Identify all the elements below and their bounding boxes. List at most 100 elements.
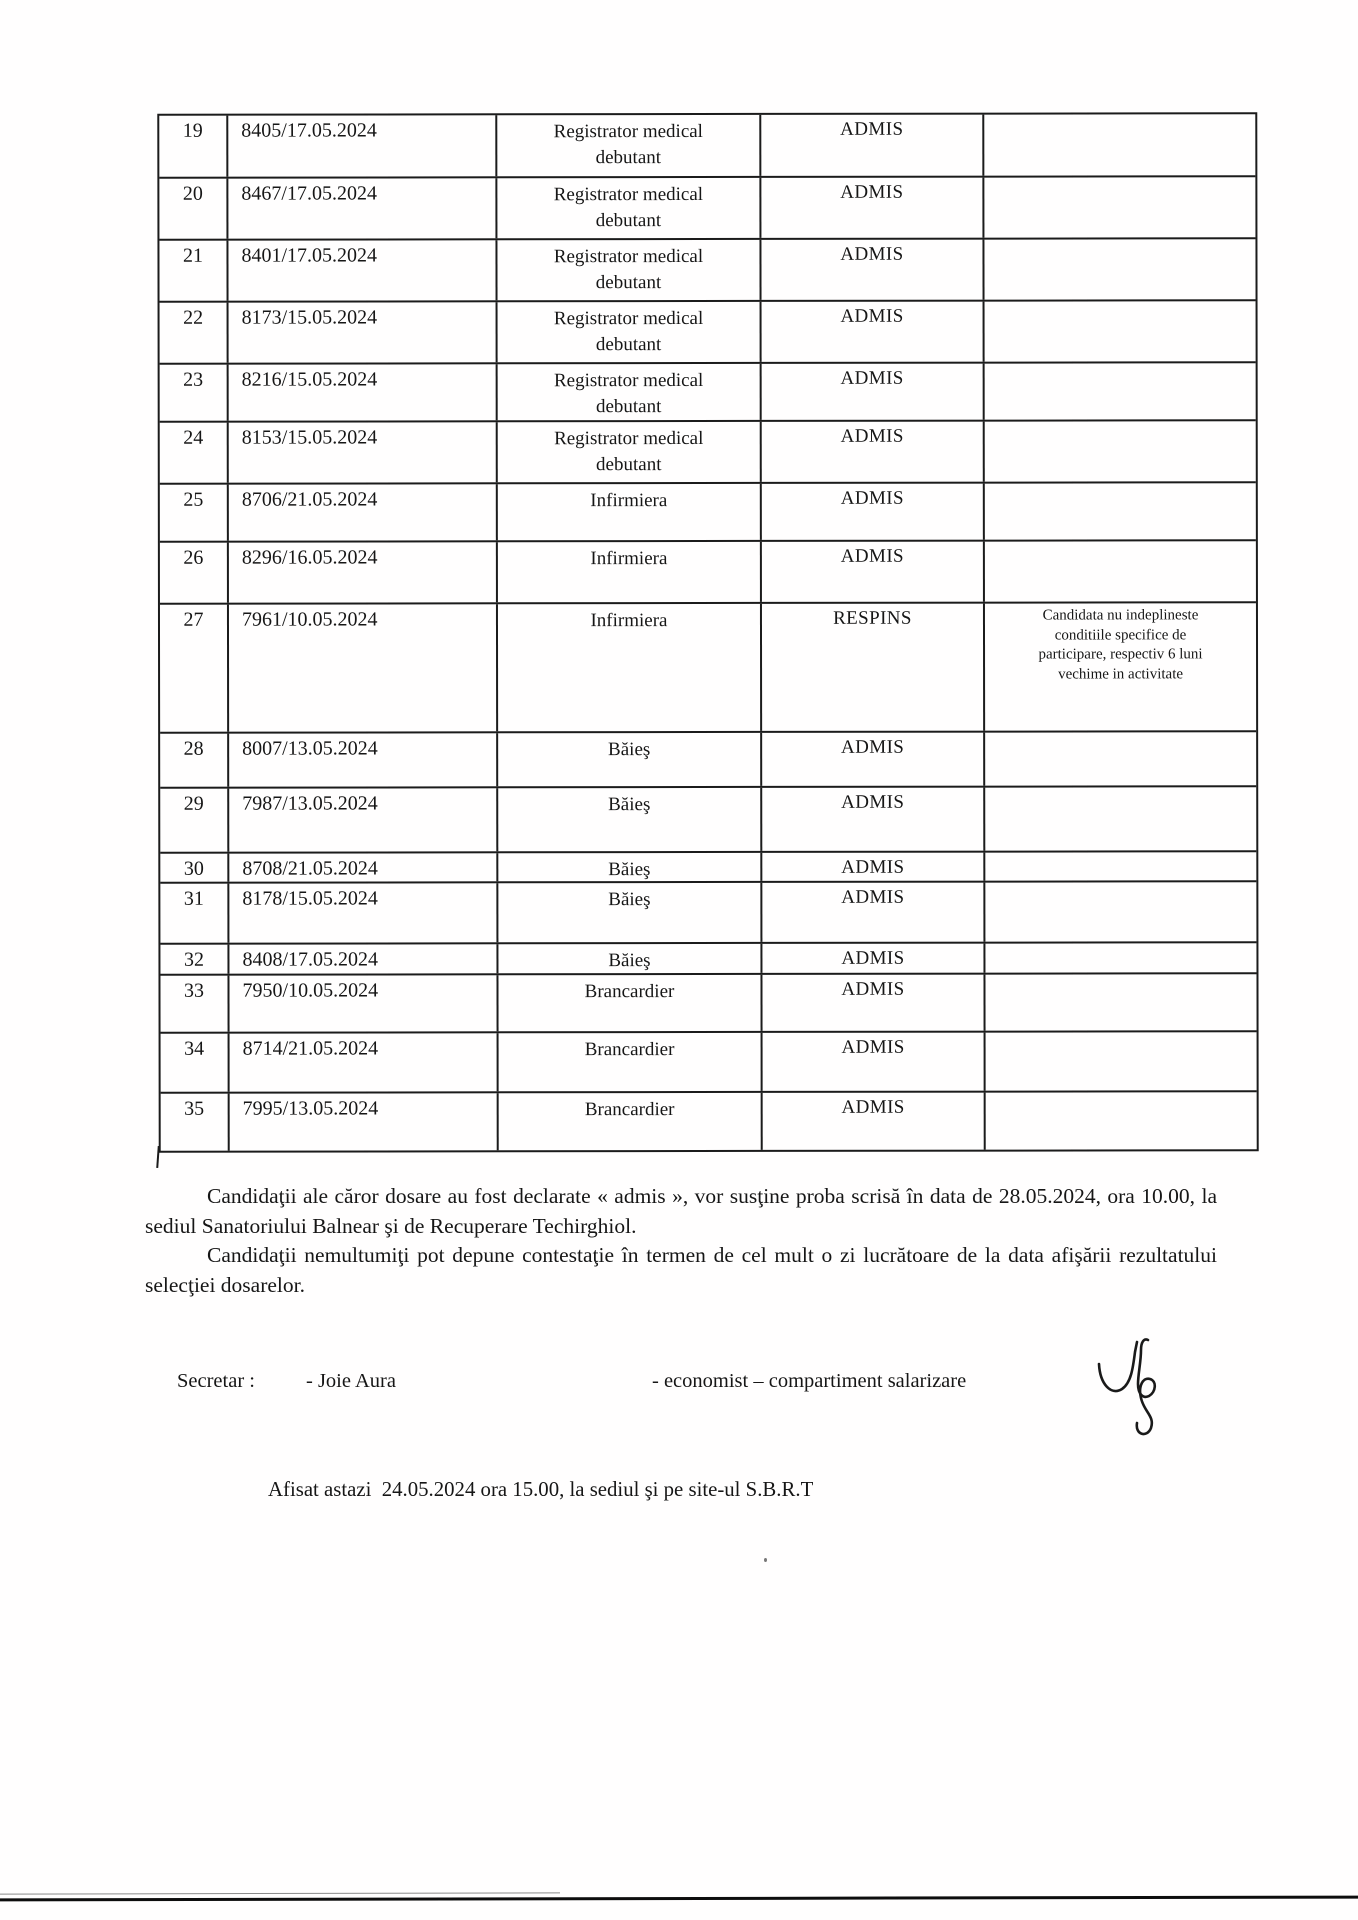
position-cell: Băieş — [496, 787, 761, 852]
row-number-cell: 33 — [160, 976, 227, 1032]
file-number-cell-text: 8405/17.05.2024 — [241, 119, 377, 142]
file-number-cell: 8178/15.05.2024 — [227, 883, 497, 943]
observation-cell-text: Candidata nu indeplineste conditiile spe… — [1038, 607, 1203, 683]
row-number-cell-text: 25 — [183, 488, 204, 511]
result-cell-text: ADMIS — [840, 243, 904, 265]
row-number-cell: 26 — [160, 543, 227, 603]
position-cell: Infirmiera — [495, 483, 760, 541]
result-cell-text: ADMIS — [841, 791, 905, 813]
file-number-cell-text: 8714/21.05.2024 — [242, 1037, 379, 1060]
table-row: 24 8153/15.05.2024 Registrator medical deb… — [159, 419, 1256, 483]
file-number-cell-text: 8706/21.05.2024 — [241, 488, 378, 511]
file-number-cell-text: 8467/17.05.2024 — [241, 182, 377, 205]
scan-speck — [764, 1558, 767, 1562]
result-cell-text: ADMIS — [840, 425, 904, 447]
result-cell-text: ADMIS — [841, 978, 905, 1000]
file-number-cell: 8408/17.05.2024 — [227, 944, 497, 974]
row-number-cell-text: 30 — [183, 857, 204, 880]
observation-cell — [982, 301, 1256, 362]
file-number-cell-text: 8408/17.05.2024 — [242, 948, 379, 971]
file-number-cell: 8467/17.05.2024 — [226, 178, 496, 239]
table-row: 28 8007/13.05.2024 Băieş ADMIS — [160, 730, 1257, 787]
file-number-cell: 8216/15.05.2024 — [226, 364, 496, 421]
position-cell: Registrator medical debutant — [495, 114, 760, 177]
result-cell-text: ADMIS — [841, 1096, 905, 1118]
observation-cell — [982, 177, 1256, 238]
row-number-cell: 21 — [159, 241, 226, 301]
observation-cell — [982, 114, 1256, 176]
table-left-border-artifact — [156, 1145, 160, 1169]
table-row: 26 8296/16.05.2024 Infirmiera ADMIS — [159, 539, 1256, 603]
position-cell-text: Registrator medical debutant — [553, 370, 704, 418]
notes-section: Candidaţii ale căror dosare au fost decl… — [145, 1182, 1217, 1300]
result-cell: ADMIS — [759, 421, 983, 482]
row-number-cell-text: 35 — [184, 1097, 205, 1120]
position-cell-text: Băieş — [608, 950, 651, 972]
row-number-cell: 34 — [161, 1034, 228, 1092]
result-cell-text: ADMIS — [841, 1036, 905, 1058]
row-number-cell: 19 — [159, 116, 226, 177]
result-cell: ADMIS — [759, 301, 983, 362]
row-number-cell-text: 32 — [183, 948, 204, 971]
result-cell-text: RESPINS — [833, 607, 912, 629]
position-cell: Registrator medical debutant — [495, 363, 760, 421]
row-number-cell-text: 22 — [183, 306, 204, 329]
result-cell-text: ADMIS — [841, 886, 905, 908]
file-number-cell-text: 8401/17.05.2024 — [241, 244, 378, 267]
table-row: 32 8408/17.05.2024 Băieş ADMIS — [160, 941, 1257, 974]
row-number-cell: 22 — [160, 303, 227, 363]
row-number-cell: 29 — [160, 789, 227, 852]
position-cell-text: Băieş — [608, 739, 651, 761]
observation-cell — [983, 1032, 1257, 1091]
position-cell-text: Băieş — [608, 889, 651, 911]
position-cell: Brancardier — [496, 974, 761, 1032]
row-number-cell: 23 — [160, 365, 227, 421]
paragraph-contestation: Candidaţii nemultumiţi pot depune contes… — [145, 1243, 1217, 1297]
row-number-cell-text: 26 — [183, 546, 204, 569]
file-number-cell: 8296/16.05.2024 — [226, 542, 496, 603]
observation-cell — [983, 882, 1257, 942]
position-cell: Registrator medical debutant — [495, 421, 760, 483]
observation-cell — [983, 732, 1257, 786]
position-cell: Registrator medical debutant — [495, 239, 760, 301]
file-number-cell-text: 8173/15.05.2024 — [241, 306, 378, 329]
position-cell-text: Registrator medical debutant — [553, 246, 704, 294]
file-number-cell: 7950/10.05.2024 — [227, 975, 497, 1032]
result-cell: ADMIS — [760, 1032, 984, 1091]
position-cell: Infirmiera — [495, 603, 761, 732]
row-number-cell-text: 19 — [182, 119, 203, 142]
scan-artifact-line — [0, 1895, 1358, 1902]
position-cell-text: Registrator medical debutant — [553, 308, 704, 356]
row-number-cell-text: 23 — [183, 368, 204, 391]
row-number-cell-text: 29 — [183, 792, 204, 815]
table-row: 19 8405/17.05.2024 Registrator medical deb… — [159, 114, 1256, 177]
result-cell-text: ADMIS — [840, 545, 905, 567]
table-row: 27 7961/10.05.2024 Infirmiera RESPINS Candid… — [159, 601, 1257, 732]
file-number-cell: 8401/17.05.2024 — [226, 240, 496, 301]
position-cell: Infirmiera — [495, 541, 760, 603]
file-number-cell-text: 7961/10.05.2024 — [241, 608, 378, 631]
observation-cell: Candidata nu indeplineste conditiile spe… — [982, 603, 1257, 731]
result-cell: ADMIS — [759, 177, 983, 238]
file-number-cell-text: 8216/15.05.2024 — [241, 368, 378, 391]
observation-cell — [983, 1092, 1257, 1150]
paragraph-written-exam: Candidaţii ale căror dosare au fost decl… — [145, 1184, 1217, 1238]
table-row: 34 8714/21.05.2024 Brancardier ADMIS — [160, 1030, 1257, 1092]
row-number-cell-text: 21 — [182, 244, 203, 267]
observation-cell — [983, 787, 1257, 851]
file-number-cell-text: 8296/16.05.2024 — [241, 546, 378, 569]
table-row: 21 8401/17.05.2024 Registrator medical deb… — [159, 237, 1256, 301]
row-number-cell: 20 — [159, 179, 226, 239]
table-row: 31 8178/15.05.2024 Băieş ADMIS — [160, 880, 1257, 943]
position-cell: Băieş — [496, 732, 761, 787]
position-cell: Brancardier — [496, 1092, 761, 1151]
result-cell-text: ADMIS — [841, 736, 905, 758]
row-number-cell: 24 — [160, 423, 227, 483]
position-cell: Băieş — [496, 882, 761, 943]
result-cell: ADMIS — [760, 1092, 984, 1150]
file-number-cell: 8708/21.05.2024 — [227, 853, 497, 882]
observation-cell — [982, 239, 1256, 300]
result-cell-text: ADMIS — [840, 367, 904, 389]
row-number-cell-text: 33 — [183, 979, 205, 1002]
